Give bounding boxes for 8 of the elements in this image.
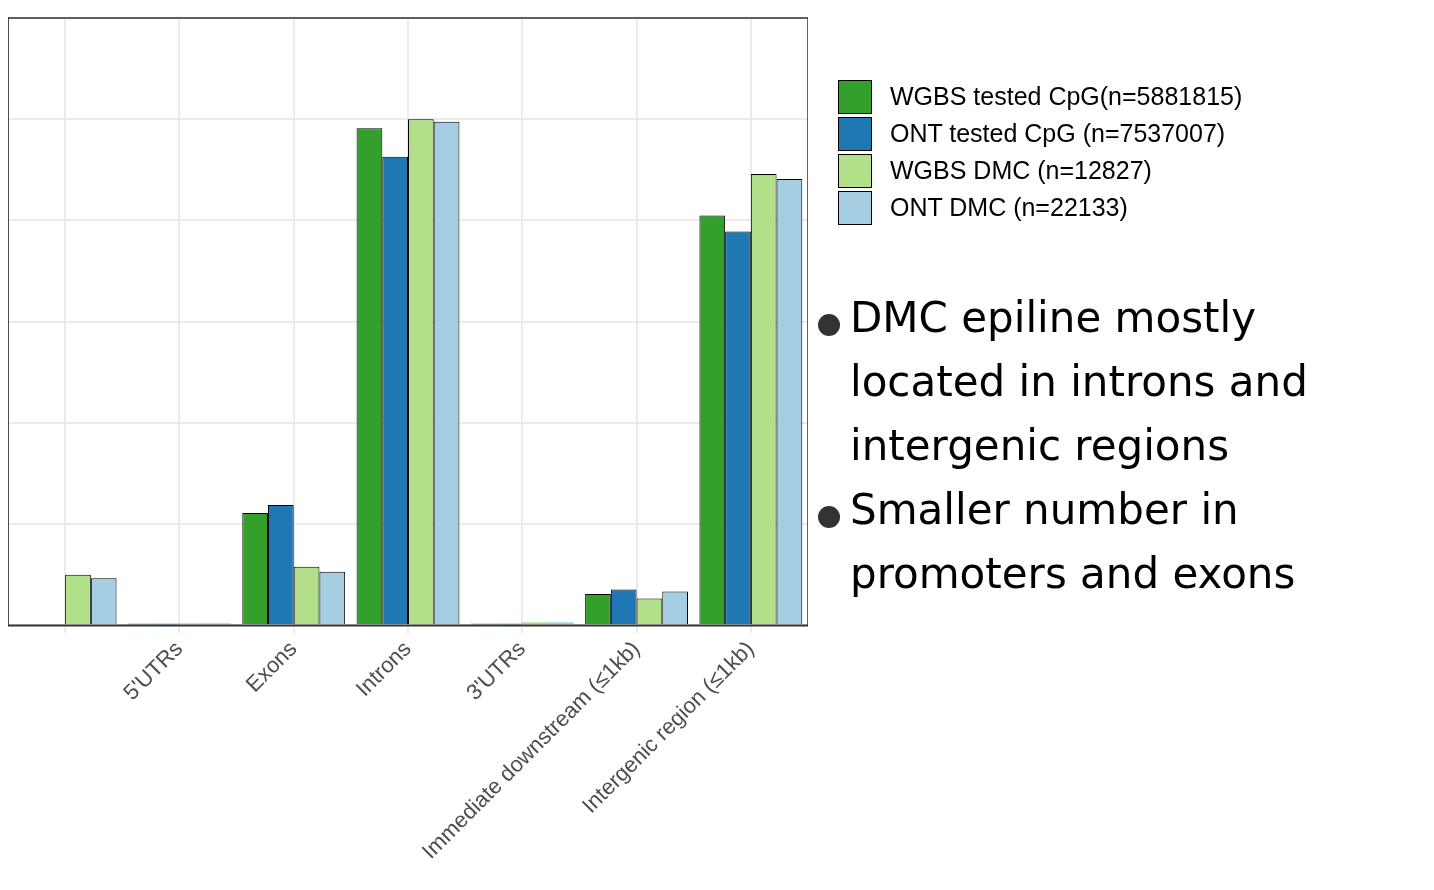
bar	[548, 622, 574, 625]
text: DMC epiline mostly located in introns and intergenic regions	[850, 292, 1309, 472]
legend-label: ONT tested CpG (n=7537007)	[890, 119, 1226, 148]
legend-label: WGBS DMC (n=12827)	[890, 156, 1152, 185]
text: Smaller number in promoters and exons	[850, 484, 1297, 600]
legend-label: ONT DMC (n=22133)	[890, 193, 1128, 222]
bar	[522, 622, 548, 625]
legend-label: WGBS tested CpG(n=5881815)	[890, 82, 1243, 111]
